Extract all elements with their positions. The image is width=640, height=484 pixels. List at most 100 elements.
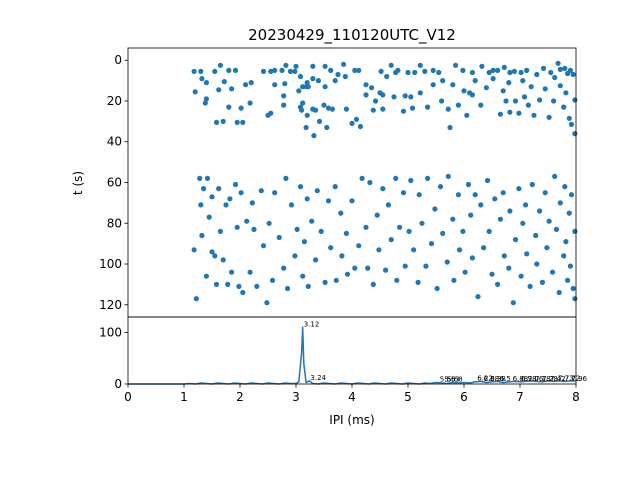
raster-point (378, 68, 384, 74)
raster-point (506, 265, 512, 271)
raster-point (400, 108, 407, 114)
raster-point (469, 255, 475, 261)
raster-point (565, 277, 571, 283)
raster-point (191, 247, 197, 253)
raster-point (300, 100, 306, 106)
raster-point (363, 82, 369, 88)
raster-point (440, 78, 446, 84)
raster-point (276, 234, 282, 241)
raster-point (529, 181, 535, 188)
raster-point (204, 175, 211, 181)
raster-point (501, 64, 507, 70)
raster-point (402, 93, 408, 99)
raster-point (297, 73, 304, 80)
raster-point (478, 102, 484, 108)
raster-point (490, 76, 496, 82)
bottom-x-axis-label: IPI (ms) (329, 413, 374, 427)
raster-point (395, 67, 401, 73)
raster-point (400, 190, 407, 196)
raster-point (313, 257, 319, 263)
raster-point (468, 212, 474, 218)
raster-point (367, 179, 373, 186)
raster-point (555, 60, 561, 66)
histogram-x-tick-label: 4 (348, 390, 356, 404)
raster-point (388, 237, 394, 243)
peak-labels: 3.12 3.24 5.555.635.68 6.226.386.386.5 6.886… (304, 320, 588, 383)
raster-point (281, 93, 287, 99)
raster-point (272, 67, 278, 73)
raster-point (524, 67, 530, 73)
raster-point (423, 263, 429, 269)
raster-point (469, 92, 475, 98)
raster-point (436, 69, 442, 76)
raster-point (507, 69, 513, 76)
top-y-axis-label: t (s) (71, 171, 85, 195)
raster-point (322, 63, 328, 69)
raster-point (272, 82, 278, 88)
raster-point (432, 206, 438, 212)
raster-point (234, 119, 240, 125)
raster-point (557, 83, 563, 89)
raster-point (315, 78, 321, 84)
raster-point (325, 198, 332, 204)
raster-point (296, 88, 302, 94)
raster-point (425, 104, 431, 110)
raster-point (380, 92, 386, 98)
raster-point (217, 228, 223, 234)
peak-label: 5.68 (447, 376, 463, 384)
raster-point (552, 74, 558, 81)
raster-point (528, 84, 534, 90)
raster-point (338, 210, 344, 216)
raster-point (563, 90, 569, 96)
peak-label: 7.42 (550, 375, 566, 383)
raster-point (311, 133, 317, 139)
raster-point (548, 69, 554, 76)
raster-point (304, 196, 310, 202)
raster-point (217, 62, 223, 68)
raster-point (552, 173, 558, 179)
raster-point (516, 186, 522, 192)
raster-point (212, 68, 218, 74)
peak-label: 6.88 (513, 375, 529, 383)
raster-point (475, 294, 481, 300)
raster-point (380, 186, 386, 192)
raster-y-tick-label: 80 (107, 216, 122, 230)
raster-point (333, 277, 339, 283)
raster-point (240, 289, 246, 296)
raster-point (507, 109, 513, 115)
raster-point (430, 82, 436, 88)
raster-point (356, 67, 362, 73)
raster-point (417, 62, 423, 68)
raster-point (497, 216, 503, 222)
peak-label: 6.38 (490, 375, 506, 383)
peak-label: 7.96 (571, 375, 587, 383)
raster-point (243, 82, 249, 88)
raster-point (479, 63, 485, 69)
raster-point (363, 224, 369, 230)
raster-point (283, 175, 289, 181)
raster-point (344, 271, 351, 277)
raster-point (394, 277, 400, 283)
raster-point (305, 283, 311, 289)
raster-point (567, 263, 574, 269)
raster-point (510, 300, 516, 306)
raster-point (566, 210, 572, 216)
raster-point (282, 81, 288, 87)
raster-point (544, 245, 550, 251)
raster-point (325, 105, 332, 111)
raster-point (385, 202, 391, 208)
raster-point (309, 218, 315, 224)
raster-point (247, 100, 253, 106)
raster-point (254, 283, 260, 289)
peak-label: 7.73 (558, 374, 574, 382)
raster-point (226, 104, 232, 110)
raster-point (332, 78, 338, 84)
chart-title: 20230429_110120UTC_V12 (248, 26, 456, 45)
raster-point (511, 68, 517, 74)
raster-point (484, 177, 491, 184)
raster-point (533, 232, 539, 239)
raster-point (363, 92, 369, 98)
raster-point (551, 98, 557, 104)
raster-point (531, 112, 537, 118)
raster-point (229, 86, 235, 92)
